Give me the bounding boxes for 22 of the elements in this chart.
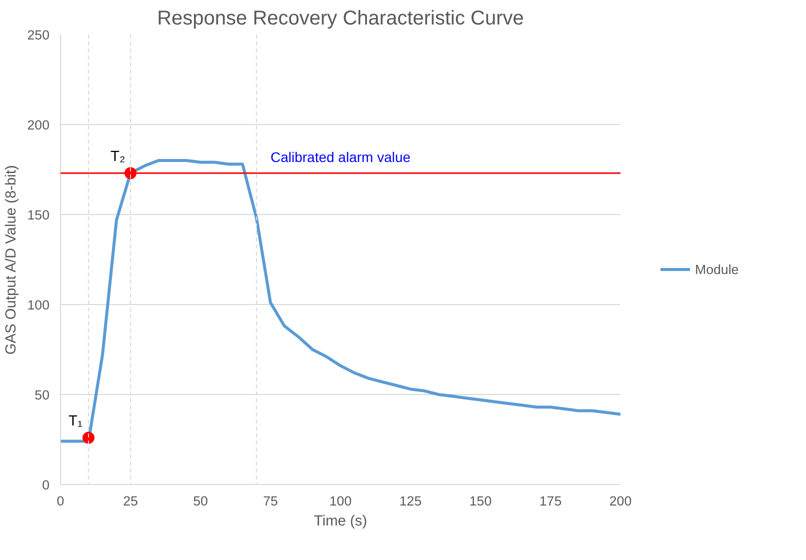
y-tick-label: 0 — [42, 478, 50, 492]
annotation: T₂ — [110, 149, 126, 166]
y-tick-label: 200 — [27, 118, 50, 132]
chart-title: Response Recovery Characteristic Curve — [157, 8, 524, 30]
y-tick-label: 50 — [34, 388, 50, 402]
x-tick-label: 200 — [609, 494, 632, 508]
x-tick-label: 25 — [123, 494, 138, 508]
x-tick-label: 150 — [469, 494, 492, 508]
y-tick-label: 150 — [27, 208, 50, 222]
x-tick-label: 50 — [193, 494, 208, 508]
x-tick-label: 0 — [56, 494, 64, 508]
x-tick-label: 125 — [399, 494, 422, 508]
x-tick-label: 175 — [539, 494, 562, 508]
y-axis-title: GAS Output A/D Value (8-bit) — [3, 165, 20, 355]
y-tick-label: 100 — [27, 298, 50, 312]
x-tick-label: 75 — [263, 494, 278, 508]
y-tick-label: 250 — [27, 28, 50, 42]
annotation: T₁ — [68, 414, 82, 430]
x-tick-label: 100 — [329, 494, 352, 508]
ref-line-label: Calibrated alarm value — [270, 149, 411, 166]
x-axis-title: Time (s) — [314, 514, 368, 530]
legend-label: Module — [695, 262, 739, 276]
